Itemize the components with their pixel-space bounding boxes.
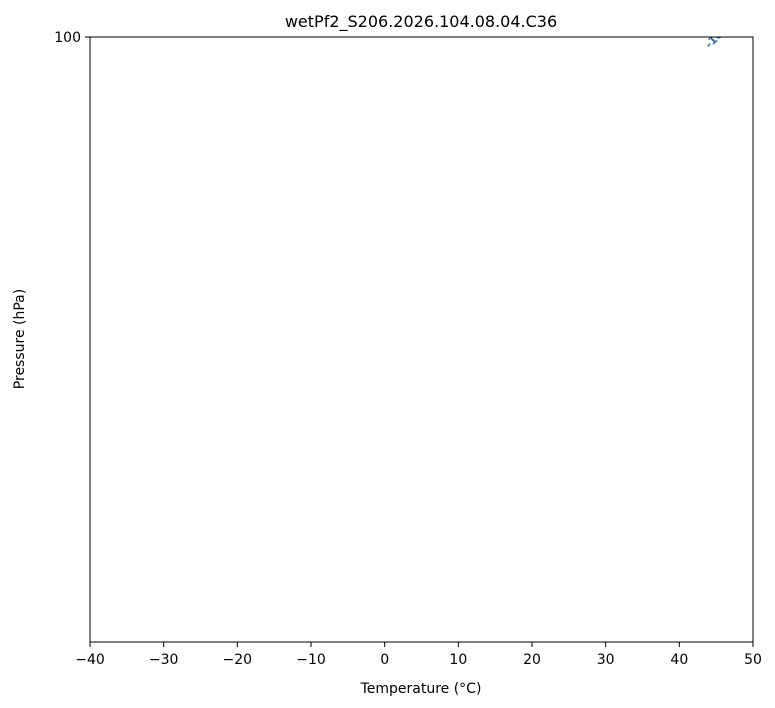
x-tick-label: −10 [296, 652, 326, 668]
y-tick-label: 100 [54, 30, 81, 46]
x-tick-label: −40 [75, 652, 105, 668]
x-tick-label: 20 [523, 652, 541, 668]
x-tick-label: −20 [223, 652, 253, 668]
y-axis-title: Pressure (hPa) [12, 289, 28, 389]
plot-frame [89, 36, 754, 643]
dry-adiabat-line [592, 37, 594, 38]
dry-adiabat-line [668, 37, 670, 38]
x-axis-title: Temperature (°C) [360, 681, 482, 697]
x-tick-label: 40 [670, 652, 688, 668]
x-tick-label: 10 [449, 652, 467, 668]
isotherm-line [695, 37, 696, 38]
isotherm-line [769, 0, 775, 37]
dry-adiabat-line [744, 37, 747, 38]
plot-background [90, 37, 753, 642]
dry-adiabat-line [706, 37, 709, 38]
axes: −40−30−20−100102030405010020030040050060… [54, 30, 762, 668]
chart-title: wetPf2_S206.2026.104.08.04.C36 [285, 12, 557, 32]
x-tick-label: 30 [597, 652, 615, 668]
moist-adiabat-line [610, 37, 613, 38]
isotherm-line [547, 37, 549, 38]
dry-adiabat-line [630, 37, 632, 38]
x-tick-label: −30 [149, 652, 179, 668]
dry-adiabat-line [553, 37, 556, 38]
x-tick-label: 50 [744, 652, 762, 668]
x-tick-label: 0 [380, 652, 389, 668]
isotherm-line [621, 37, 623, 38]
